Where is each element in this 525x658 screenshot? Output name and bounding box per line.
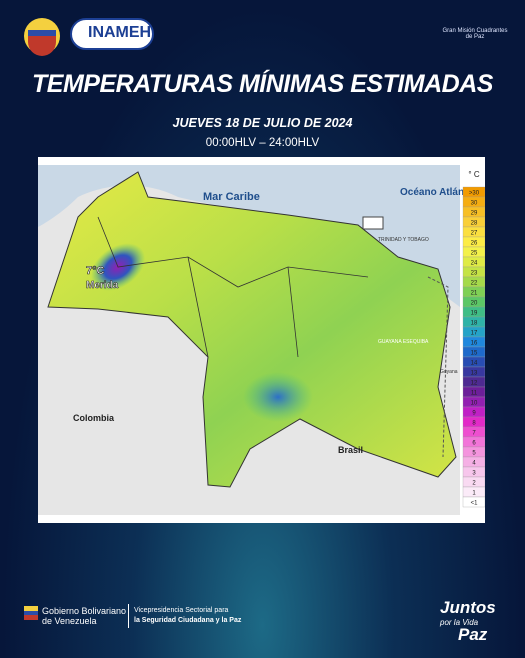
legend-label: 28 (471, 221, 478, 227)
ocean-label: Océano Atlántico (400, 187, 482, 198)
legend-label: 3 (472, 471, 476, 477)
slogan-3: Paz (458, 625, 488, 644)
sea-label: Mar Caribe (203, 191, 260, 203)
map-panel: Mar Caribe Océano Atlántico TRINIDAD Y T… (38, 157, 486, 523)
date: JUEVES 18 DE JULIO DE 2024 (172, 116, 353, 130)
legend-label: 21 (471, 291, 478, 297)
legend-label: 4 (472, 461, 476, 467)
vice-line1: Vicepresidencia Sectorial para (134, 607, 229, 614)
legend-label: 25 (471, 251, 478, 257)
trinidad (362, 216, 384, 230)
gov-flag (24, 606, 38, 620)
legend-unit: ° C (468, 170, 479, 179)
divider (128, 604, 129, 628)
gov-line2: de Venezuela (42, 616, 97, 626)
legend-label: 5 (472, 451, 476, 457)
legend: >303029282726252423222120191817161514131… (462, 186, 486, 508)
legend-label: <1 (471, 501, 479, 507)
guyana-label: Guyana (440, 369, 458, 375)
legend-label: 23 (471, 271, 478, 277)
legend-label: 7 (472, 431, 476, 437)
legend-label: 22 (471, 281, 478, 287)
legend-label: >30 (469, 191, 480, 197)
venezuela (47, 171, 457, 488)
slogan-2: por la Vida (440, 618, 479, 627)
brasil-label: Brasil (338, 445, 363, 455)
emblem (24, 18, 60, 56)
sea (38, 165, 460, 307)
map: Mar Caribe Océano Atlántico TRINIDAD Y T… (38, 165, 486, 515)
slogan-1: Juntos (440, 598, 496, 617)
callout-place: Merida (86, 280, 119, 291)
legend-label: 18 (471, 321, 478, 327)
esequibo-label: GUAYANA ESEQUIBA (378, 339, 429, 345)
legend-label: 8 (472, 421, 476, 427)
legend-label: 10 (471, 401, 478, 407)
trinidad-label: TRINIDAD Y TOBAGO (378, 237, 429, 243)
period: 00:00HLV – 24:00HLV (205, 137, 320, 149)
legend-label: 15 (471, 351, 478, 357)
legend-label: 1 (472, 491, 476, 497)
legend-label: 19 (471, 311, 478, 317)
legend-label: 30 (471, 201, 478, 207)
legend-label: 16 (471, 341, 478, 347)
vice-line2: la Seguridad Ciudadana y la Paz (134, 617, 242, 624)
state-borders (97, 216, 369, 358)
legend-label: 29 (471, 211, 478, 217)
logo-badge (70, 18, 154, 50)
callout-value: 7°C (86, 265, 105, 277)
legend-label: 6 (472, 441, 476, 447)
title: TEMPERATURAS MÍNIMAS ESTIMADAS (32, 70, 493, 98)
legend-label: 13 (471, 371, 478, 377)
gov-line1: Gobierno Bolivariano (42, 606, 127, 616)
legend-label: 2 (472, 481, 476, 487)
legend-label: 12 (471, 381, 478, 387)
legend-label: 14 (471, 361, 478, 367)
legend-label: 26 (471, 241, 478, 247)
legend-label: 9 (472, 411, 476, 417)
guayana-cool (243, 372, 313, 422)
legend-label: 11 (471, 391, 478, 397)
legend-label: 17 (471, 331, 478, 337)
border (427, 276, 449, 458)
legend-label: 20 (471, 301, 478, 307)
brand: INAMEH (88, 24, 152, 41)
colombia-label: Colombia (73, 413, 115, 423)
legend-label: 24 (471, 261, 478, 267)
legend-label: 27 (471, 231, 478, 237)
mission: Gran Misión Cuadrantes de Paz (442, 28, 508, 40)
